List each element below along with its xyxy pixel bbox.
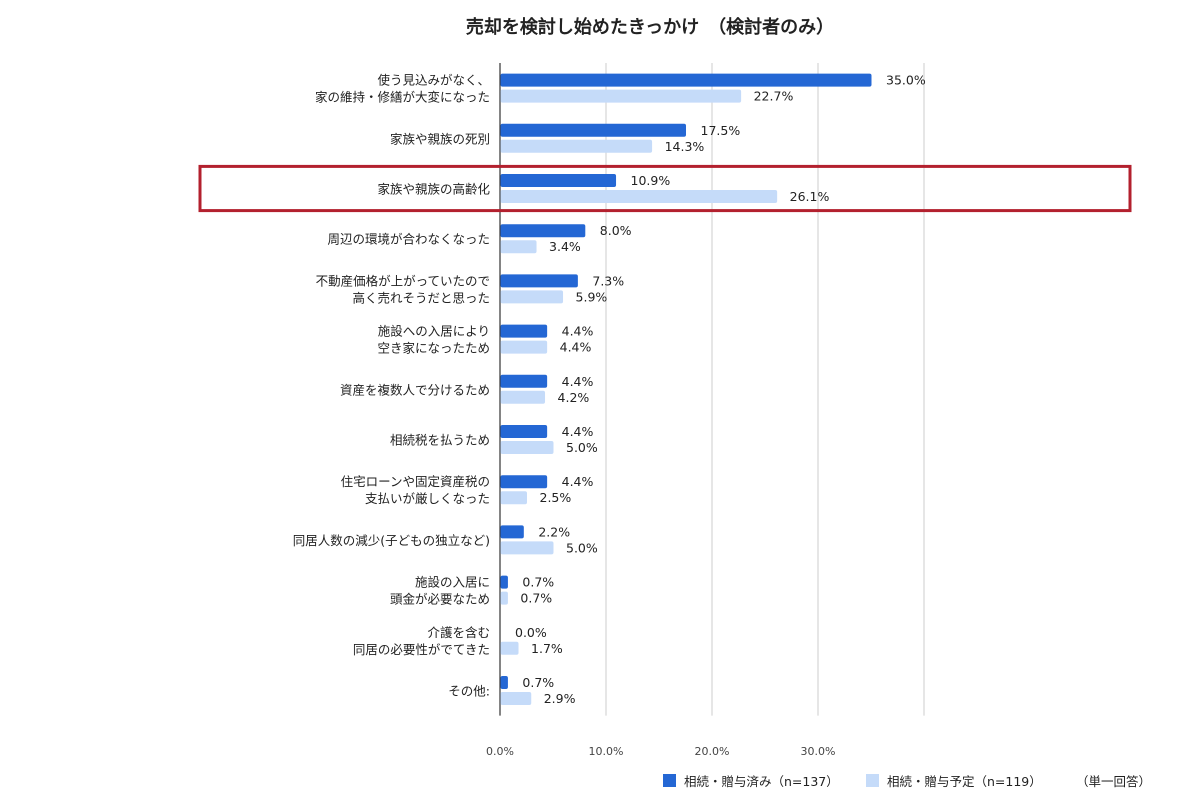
bar-planned-12	[500, 692, 532, 705]
value-label-settled-7: 4.4%	[562, 424, 594, 439]
category-label-2-0: 家族や親族の高齢化	[377, 182, 490, 197]
bar-settled-12	[500, 676, 508, 689]
value-label-settled-1: 17.5%	[701, 123, 741, 138]
x-tick-label-2: 20.0%	[695, 745, 730, 758]
value-label-settled-0: 35.0%	[886, 73, 926, 88]
category-label-11-1: 同居の必要性がでてきた	[353, 642, 490, 657]
value-labels: 35.0% 22.7% 17.5%14.3% 10.9% 26.1% 8.0% 3.4% 7.…	[515, 73, 926, 706]
category-label-8-1: 支払いが厳しくなった	[365, 491, 490, 506]
value-label-settled-9: 2.2%	[538, 524, 570, 539]
grid-lines	[499, 63, 925, 716]
value-label-planned-3: 3.4%	[549, 239, 581, 254]
value-label-settled-5: 4.4%	[562, 324, 594, 339]
x-axis-ticks: 0.0% 10.0% 20.0% 30.0%	[486, 745, 835, 758]
value-label-planned-7: 5.0%	[566, 440, 598, 455]
bar-planned-3	[500, 240, 537, 254]
value-label-planned-4: 5.9%	[576, 289, 608, 304]
legend-label-settled: 相続・贈与済み（n=137）	[684, 774, 839, 789]
value-label-planned-9: 5.0%	[566, 540, 598, 555]
value-label-planned-12: 2.9%	[544, 691, 576, 706]
answer-type-note: （単一回答）	[1076, 774, 1151, 789]
bar-planned-1	[500, 139, 653, 153]
value-label-planned-2: 26.1%	[790, 189, 830, 204]
value-label-settled-2: 10.9%	[631, 173, 671, 188]
legend: 相続・贈与済み（n=137） 相続・贈与予定（n=119） （単一回答）	[663, 774, 1151, 789]
bar-planned-2	[500, 190, 778, 203]
bar-planned-0	[500, 89, 742, 103]
bar-settled-0	[500, 73, 872, 87]
bar-planned-8	[500, 491, 527, 505]
value-label-settled-6: 4.4%	[562, 374, 594, 389]
bar-settled-7	[500, 425, 548, 438]
bar-planned-10	[500, 591, 508, 605]
category-label-6-0: 資産を複数人で分けるため	[340, 382, 490, 397]
bar-settled-4	[500, 274, 578, 288]
x-tick-label-1: 10.0%	[589, 745, 624, 758]
category-label-1-0: 家族や親族の死別	[390, 131, 490, 146]
bar-planned-5	[500, 340, 548, 354]
chart-title: 売却を検討し始めたきっかけ （検討者のみ）	[466, 16, 834, 38]
x-tick-label-3: 30.0%	[801, 745, 836, 758]
category-label-0-1: 家の維持・修繕が大変になった	[315, 90, 490, 105]
bar-settled-1	[500, 123, 686, 137]
value-label-planned-11: 1.7%	[531, 641, 563, 656]
category-label-11-0: 介護を含む	[427, 625, 490, 640]
category-label-5-1: 空き家になったため	[377, 341, 490, 356]
value-label-planned-0: 22.7%	[754, 89, 794, 104]
bar-planned-11	[500, 641, 519, 655]
category-label-3-0: 周辺の環境が合わなくなった	[327, 232, 490, 247]
value-label-planned-5: 4.4%	[560, 340, 592, 355]
category-label-9-0: 同居人数の減少(子どもの独立など)	[293, 533, 490, 548]
highlight-box	[198, 164, 1132, 213]
legend-swatch-planned	[866, 774, 879, 787]
value-label-settled-12: 0.7%	[522, 675, 554, 690]
legend-swatch-settled	[663, 774, 676, 787]
category-label-7-0: 相続税を払うため	[390, 433, 490, 448]
category-label-0-0: 使う見込みがなく、	[377, 73, 490, 88]
bar-settled-5	[500, 324, 548, 338]
value-label-planned-8: 2.5%	[540, 490, 572, 505]
bar-planned-7	[500, 441, 554, 454]
category-label-5-0: 施設への入居により	[378, 324, 490, 339]
value-label-settled-11: 0.0%	[515, 625, 547, 640]
value-label-planned-1: 14.3%	[665, 139, 705, 154]
bar-planned-6	[500, 390, 546, 404]
category-label-10-1: 頭金が必要なため	[390, 592, 490, 607]
bar-planned-9	[500, 541, 554, 555]
value-label-settled-8: 4.4%	[562, 474, 594, 489]
category-label-10-0: 施設の入居に	[415, 575, 490, 590]
category-label-4-0: 不動産価格が上がっていたので	[316, 273, 490, 288]
bar-settled-10	[500, 575, 508, 589]
bar-settled-6	[500, 374, 548, 388]
category-label-4-1: 高く売れそうだと思った	[352, 290, 490, 305]
category-label-12-0: その他:	[448, 684, 490, 699]
category-labels: 使う見込みがなく、家の維持・修繕が大変になった家族や親族の死別家族や親族の高齢化…	[293, 73, 491, 699]
value-label-planned-10: 0.7%	[520, 591, 552, 606]
value-label-settled-10: 0.7%	[522, 575, 554, 590]
highlight	[198, 164, 1132, 213]
bars	[500, 73, 872, 705]
value-label-settled-3: 8.0%	[600, 223, 632, 238]
bar-settled-2	[500, 174, 617, 187]
legend-label-planned: 相続・贈与予定（n=119）	[887, 774, 1042, 789]
bar-settled-3	[500, 224, 586, 238]
bar-planned-4	[500, 290, 564, 304]
category-label-8-0: 住宅ローンや固定資産税の	[341, 474, 490, 489]
bar-settled-9	[500, 525, 524, 539]
value-label-settled-4: 7.3%	[592, 273, 624, 288]
bar-settled-8	[500, 475, 548, 489]
value-label-planned-6: 4.2%	[558, 390, 590, 405]
x-tick-label-0: 0.0%	[486, 745, 514, 758]
